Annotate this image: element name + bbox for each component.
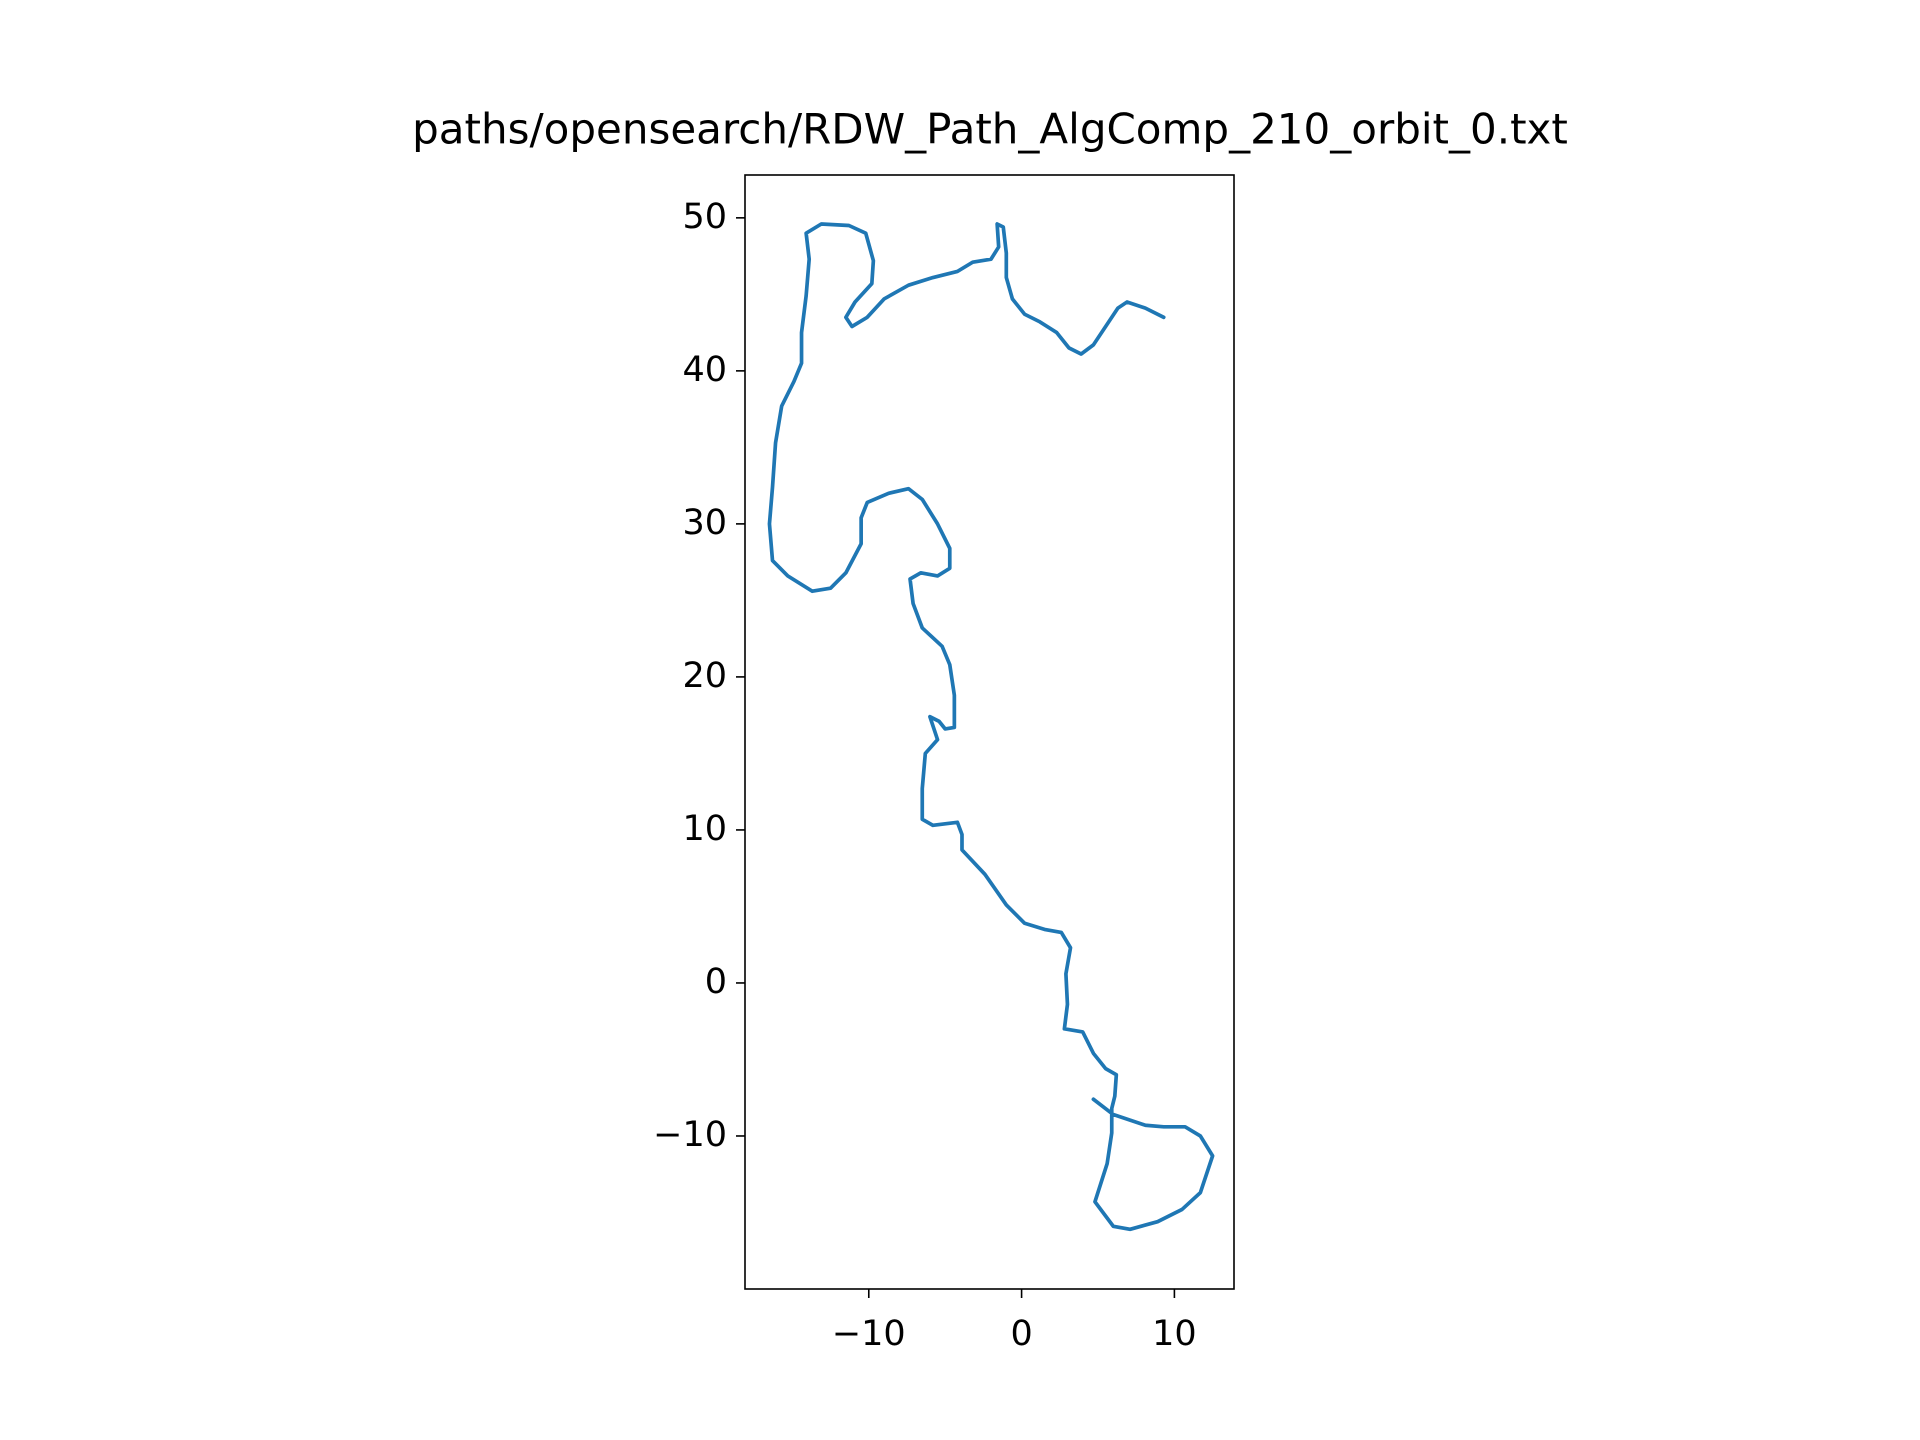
axes-frame bbox=[744, 174, 1235, 1290]
y-tick-label: 10 bbox=[682, 809, 727, 849]
y-tick-label: 0 bbox=[705, 962, 727, 1002]
y-tick-label: 50 bbox=[682, 197, 727, 237]
y-tick-label: 30 bbox=[682, 503, 727, 543]
path-line bbox=[767, 222, 1215, 1232]
y-tick-label: 40 bbox=[682, 350, 727, 390]
x-tick-label: 10 bbox=[1152, 1314, 1197, 1354]
chart-title: paths/opensearch/RDW_Path_AlgComp_210_or… bbox=[412, 105, 1568, 154]
y-tick-label: 20 bbox=[682, 656, 727, 696]
y-tick-label: −10 bbox=[653, 1115, 727, 1155]
x-tick-label: 0 bbox=[1010, 1314, 1032, 1354]
x-tick-label: −10 bbox=[832, 1314, 906, 1354]
